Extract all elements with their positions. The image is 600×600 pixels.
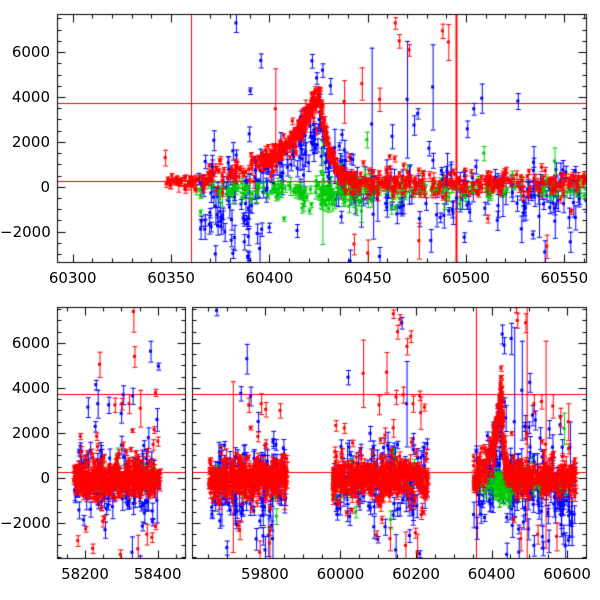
light-curve-figure: 60300 60350 60400 60450 60500 60550 −2000 0 2000… [0,0,600,600]
light-curve-canvas [0,0,600,600]
